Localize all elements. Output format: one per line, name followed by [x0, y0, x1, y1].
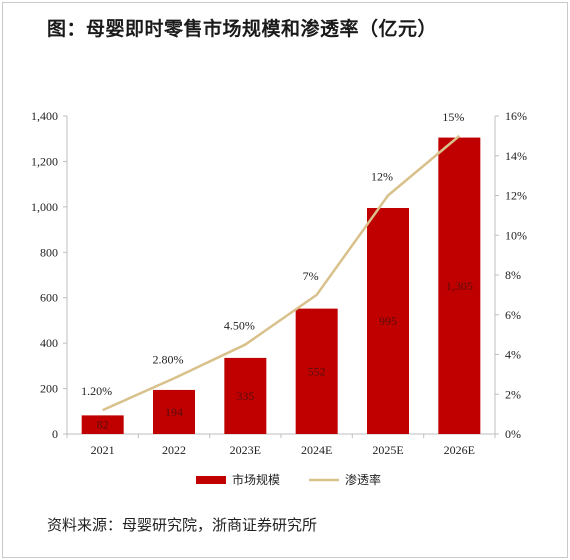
x-tick-label: 2023E — [230, 443, 261, 457]
bar-market-size — [367, 207, 409, 434]
y-left-tick-label: 800 — [40, 245, 58, 259]
y-right-tick-label: 0% — [505, 427, 521, 441]
legend-label-penetration-rate: 渗透率 — [345, 472, 381, 487]
y-left-tick-label: 1,200 — [31, 154, 58, 168]
y-left-tick-label: 600 — [40, 291, 58, 305]
y-left-tick-label: 1,000 — [31, 200, 58, 214]
line-value-label: 4.50% — [224, 319, 255, 333]
y-left-tick-label: 1,400 — [31, 109, 58, 123]
x-tick-label: 2022 — [162, 443, 186, 457]
legend-label-market-size: 市场规模 — [232, 472, 280, 487]
x-tick-label: 2021 — [91, 443, 115, 457]
bar-value-label: 995 — [379, 314, 397, 328]
bar-value-label: 1,305 — [446, 279, 473, 293]
y-left-tick-label: 200 — [40, 382, 58, 396]
bar-value-label: 552 — [308, 364, 326, 378]
bar-value-label: 335 — [236, 389, 254, 403]
line-value-label: 12% — [371, 170, 393, 184]
y-right-tick-label: 2% — [505, 387, 521, 401]
line-penetration-rate — [102, 134, 461, 412]
y-right-tick-label: 14% — [505, 149, 527, 163]
y-right-tick-label: 12% — [505, 189, 527, 203]
bar-market-size — [295, 308, 338, 434]
x-tick-label: 2026E — [444, 443, 475, 457]
y-right-tick-label: 16% — [505, 109, 527, 123]
x-tick-label: 2025E — [372, 443, 403, 457]
y-right-tick-label: 6% — [505, 308, 521, 322]
source-note: 资料来源：母婴研究院，浙商证券研究所 — [47, 516, 318, 534]
line-value-label: 1.20% — [81, 384, 112, 398]
bar-market-size — [438, 137, 481, 435]
bar-market-size — [153, 389, 195, 434]
bar-value-label: 194 — [165, 405, 183, 419]
legend-swatch-market-size — [196, 476, 226, 484]
y-right-tick-label: 8% — [505, 268, 521, 282]
y-right-tick-label: 10% — [505, 228, 527, 242]
bar-market-size — [81, 415, 124, 434]
line-value-label: 15% — [442, 110, 464, 124]
bar-market-size — [224, 357, 267, 434]
chart-title: 图：母婴即时零售市场规模和渗透率（亿元） — [47, 18, 438, 40]
line-value-label: 2.80% — [153, 352, 184, 366]
bar-value-label: 82 — [97, 418, 109, 432]
x-tick-label: 2024E — [301, 443, 332, 457]
line-value-label: 7% — [303, 269, 319, 283]
y-right-tick-label: 4% — [505, 348, 521, 362]
y-left-tick-label: 400 — [40, 336, 58, 350]
y-left-tick-label: 0 — [52, 427, 58, 441]
